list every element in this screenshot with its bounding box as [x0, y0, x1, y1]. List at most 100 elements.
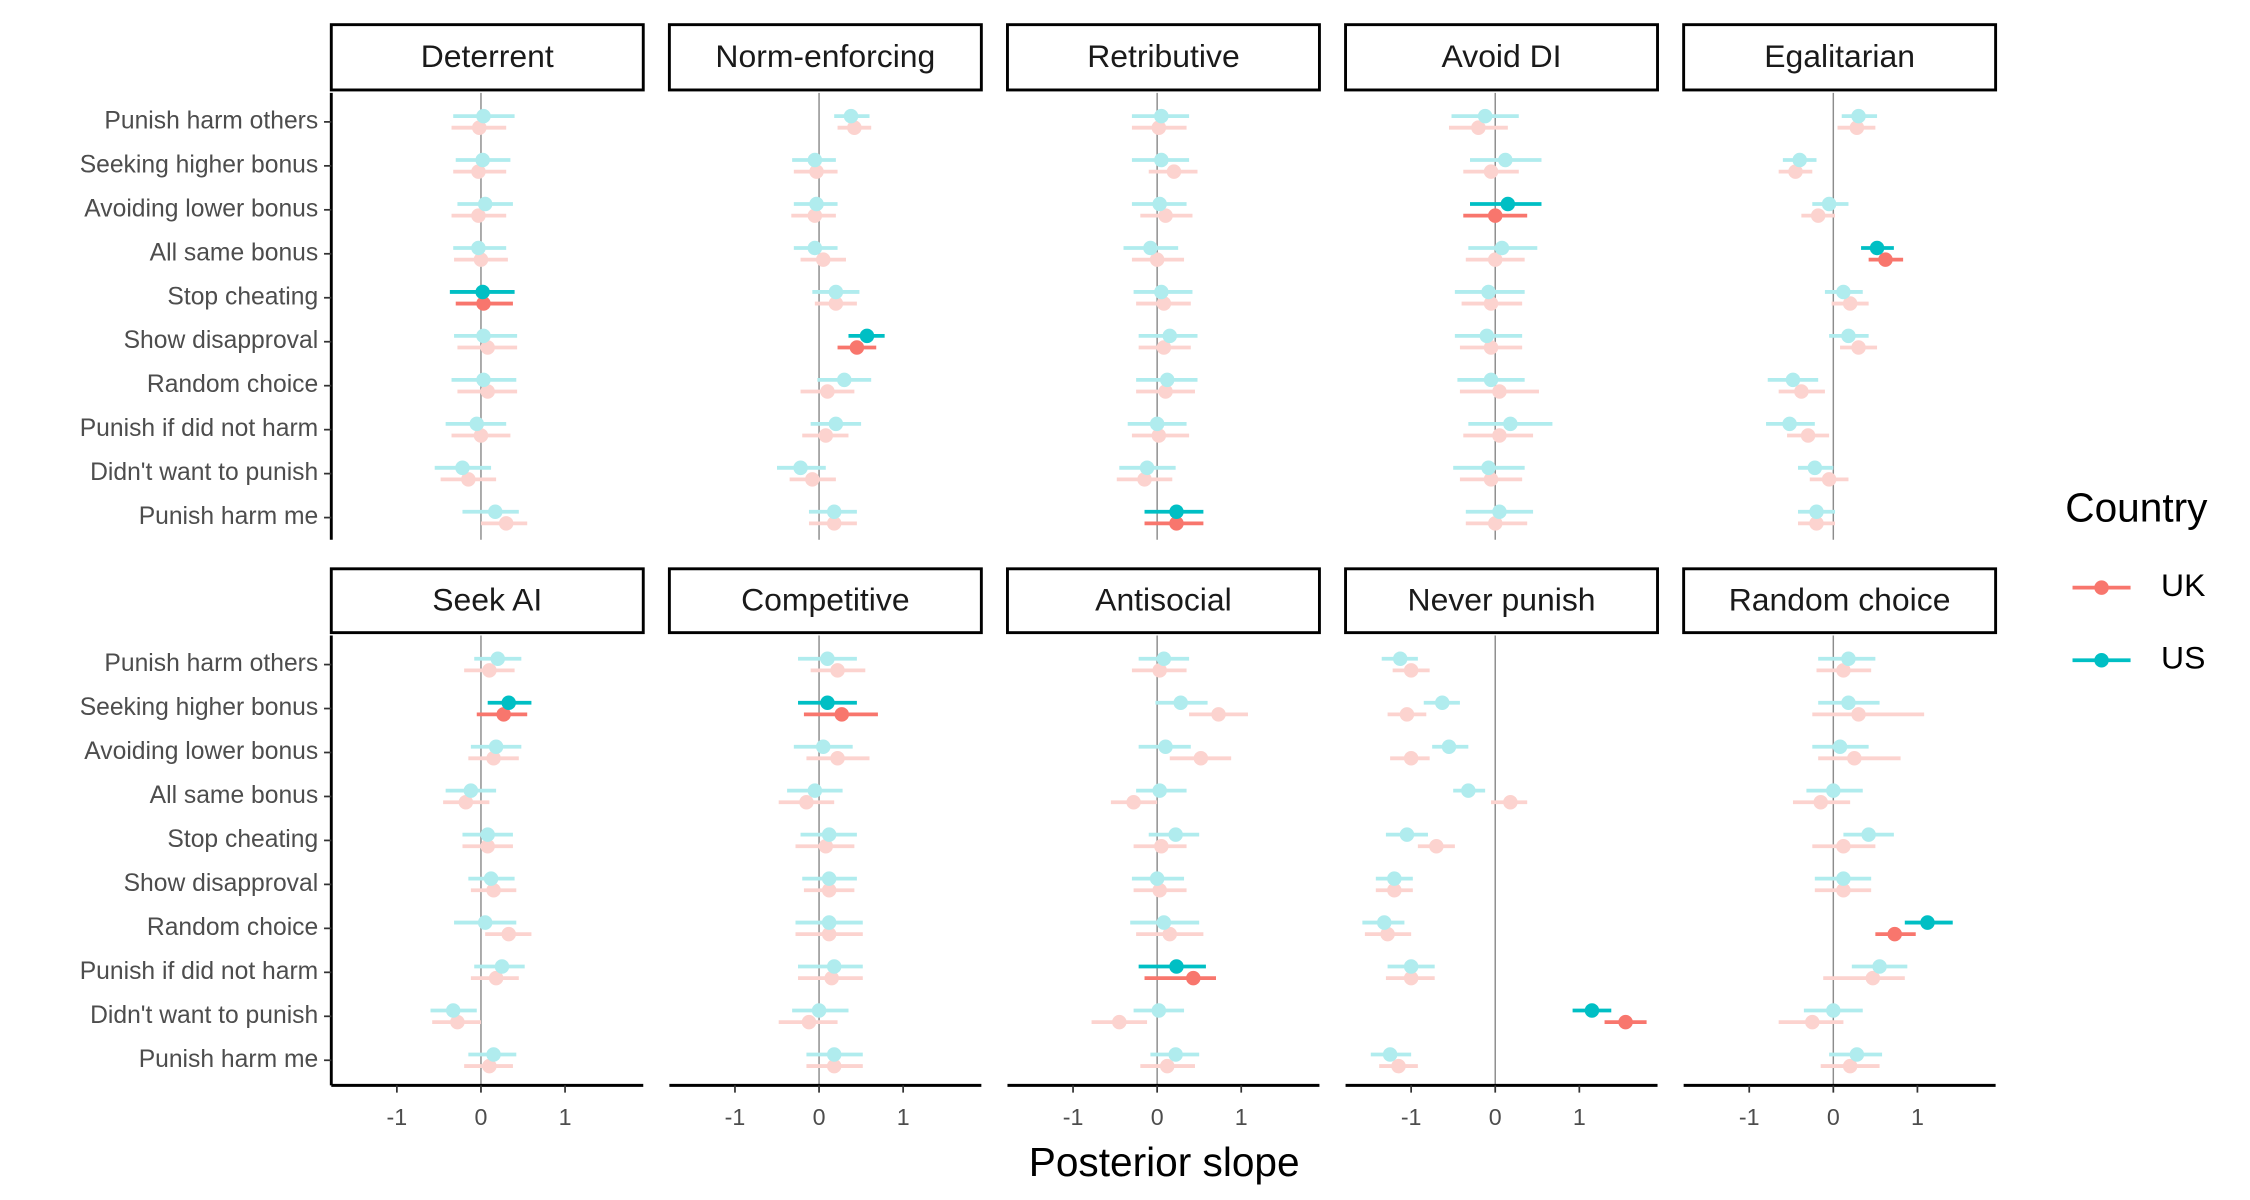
- x-tick-label: -1: [387, 1104, 408, 1130]
- point: [1162, 926, 1178, 942]
- point: [1487, 252, 1503, 267]
- point: [1154, 152, 1169, 168]
- point: [826, 959, 842, 974]
- x-tick-label: 0: [813, 1104, 826, 1130]
- x-tick-label: 1: [1573, 1104, 1586, 1130]
- point: [1851, 108, 1866, 124]
- point: [1861, 827, 1876, 842]
- point: [807, 208, 823, 223]
- x-tick-label: 0: [1151, 1104, 1164, 1130]
- point: [816, 739, 831, 754]
- point: [471, 164, 486, 179]
- y-tick-label: All same bonus: [150, 782, 319, 809]
- y-tick-label: Punish harm me: [139, 1046, 319, 1073]
- strip-title: Never punish: [1408, 582, 1596, 618]
- point: [1152, 882, 1167, 898]
- point: [801, 1014, 817, 1030]
- point: [1788, 164, 1803, 179]
- point: [469, 416, 485, 432]
- x-tick-label: 1: [897, 1104, 910, 1130]
- point: [1794, 384, 1809, 399]
- point: [859, 328, 875, 344]
- point: [1143, 240, 1158, 256]
- point: [1169, 504, 1184, 520]
- point: [482, 1058, 497, 1074]
- x-tick-label: 0: [475, 1104, 488, 1130]
- point: [450, 1014, 465, 1030]
- point: [1479, 328, 1495, 344]
- strip-box: [667, 567, 983, 635]
- strip-title: Egalitarian: [1764, 38, 1915, 74]
- point: [1483, 472, 1499, 487]
- point: [1492, 384, 1507, 399]
- point: [828, 296, 844, 311]
- point: [1152, 196, 1167, 212]
- point: [818, 428, 834, 443]
- point: [1483, 340, 1499, 355]
- point: [1836, 284, 1851, 300]
- point: [1168, 1047, 1183, 1062]
- point: [1494, 240, 1510, 256]
- point: [1851, 707, 1866, 722]
- point: [1503, 795, 1518, 810]
- point: [1403, 959, 1419, 974]
- y-tick-label: Punish harm others: [104, 107, 318, 134]
- strip-box: [1344, 23, 1659, 92]
- point: [1168, 827, 1183, 842]
- point: [1139, 460, 1155, 476]
- point: [816, 252, 831, 267]
- point: [1392, 651, 1408, 667]
- point: [1872, 959, 1887, 974]
- y-tick-label: Didn't want to punish: [90, 1002, 318, 1029]
- y-tick-label: Random choice: [147, 914, 318, 941]
- y-tick-label: Stop cheating: [167, 283, 318, 310]
- point: [1193, 751, 1209, 766]
- point: [1920, 915, 1935, 930]
- point: [1382, 1047, 1398, 1062]
- point: [476, 372, 491, 388]
- point: [1376, 915, 1392, 930]
- point: [811, 1003, 827, 1018]
- point: [828, 284, 844, 300]
- strip-box: [667, 23, 983, 92]
- point: [1805, 1014, 1820, 1030]
- point: [821, 827, 837, 842]
- point: [1166, 164, 1182, 179]
- strip-title: Retributive: [1087, 38, 1240, 74]
- point: [1483, 164, 1499, 179]
- point: [445, 1003, 461, 1018]
- point: [1149, 252, 1165, 267]
- strip-box: [1344, 567, 1659, 635]
- point: [1810, 208, 1826, 223]
- x-axis-title: Posterior slope: [1029, 1139, 1300, 1185]
- point: [1483, 296, 1499, 311]
- point: [828, 416, 844, 432]
- point: [1158, 208, 1173, 223]
- point: [1149, 871, 1165, 886]
- point: [820, 695, 835, 710]
- x-tick-label: -1: [725, 1104, 746, 1130]
- point: [1387, 871, 1402, 886]
- point: [1851, 340, 1866, 355]
- point: [476, 296, 491, 311]
- point: [1841, 695, 1856, 710]
- point: [1869, 240, 1885, 256]
- point: [1618, 1014, 1633, 1030]
- y-tick-label: Stop cheating: [167, 826, 318, 853]
- point: [809, 164, 824, 179]
- y-tick-label: Punish if did not harm: [80, 415, 318, 442]
- point: [496, 707, 511, 722]
- point: [1399, 827, 1415, 842]
- strip-box: [329, 23, 645, 92]
- point: [461, 472, 476, 487]
- point: [501, 695, 516, 710]
- point: [486, 882, 501, 898]
- point: [1112, 1014, 1127, 1030]
- point: [458, 795, 474, 810]
- point: [826, 504, 842, 520]
- point: [1836, 882, 1851, 898]
- point: [488, 970, 504, 986]
- point: [1173, 695, 1188, 710]
- y-tick-label: Seeking higher bonus: [80, 694, 319, 721]
